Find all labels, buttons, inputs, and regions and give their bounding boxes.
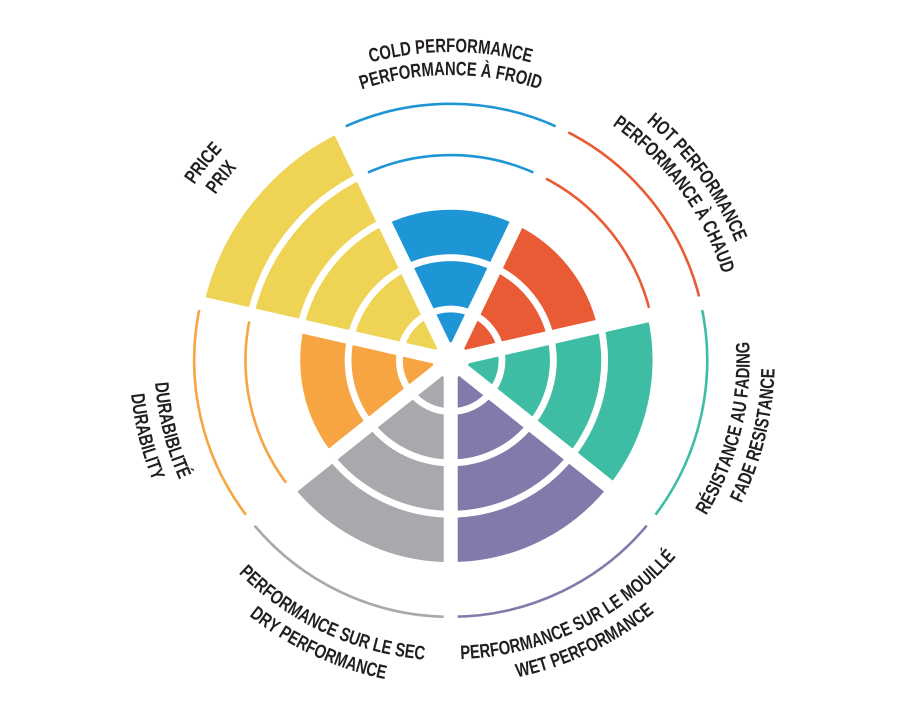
svg-text:O: O bbox=[455, 34, 467, 57]
svg-text:E: E bbox=[756, 368, 779, 379]
svg-text:D: D bbox=[126, 392, 150, 405]
svg-text:E: E bbox=[374, 659, 389, 683]
svg-text:R: R bbox=[503, 62, 519, 86]
svg-text:E: E bbox=[424, 34, 435, 57]
svg-text:I: I bbox=[749, 425, 772, 434]
svg-text:R: R bbox=[409, 59, 423, 83]
svg-text:B: B bbox=[157, 421, 181, 437]
svg-text:O: O bbox=[397, 60, 412, 84]
svg-text:O: O bbox=[377, 40, 393, 64]
svg-text:F: F bbox=[729, 387, 752, 399]
svg-text:F: F bbox=[494, 61, 507, 85]
svg-text:À: À bbox=[480, 59, 494, 83]
svg-text:F: F bbox=[388, 62, 401, 86]
svg-text:C: C bbox=[413, 641, 426, 665]
svg-text:A: A bbox=[155, 411, 179, 426]
svg-text:I: I bbox=[732, 364, 755, 369]
svg-text:P: P bbox=[414, 35, 426, 58]
svg-text:T: T bbox=[752, 407, 776, 420]
svg-text:S: S bbox=[393, 638, 407, 662]
svg-text:N: N bbox=[499, 38, 514, 62]
svg-text:M: M bbox=[421, 58, 435, 81]
svg-text:D: D bbox=[151, 381, 174, 394]
svg-text:I: I bbox=[167, 452, 190, 463]
svg-text:R: R bbox=[153, 401, 177, 416]
svg-text:R: R bbox=[435, 34, 447, 57]
svg-text:P: P bbox=[460, 641, 471, 664]
svg-text:E: E bbox=[466, 58, 477, 81]
svg-text:U: U bbox=[152, 391, 176, 405]
svg-text:W: W bbox=[513, 657, 532, 682]
svg-text:O: O bbox=[497, 635, 512, 659]
svg-text:M: M bbox=[477, 35, 492, 59]
svg-text:U: U bbox=[128, 402, 152, 416]
svg-text:I: I bbox=[524, 68, 534, 91]
svg-text:R: R bbox=[478, 639, 492, 663]
svg-text:F: F bbox=[488, 637, 500, 661]
svg-text:G: G bbox=[731, 341, 754, 353]
svg-text:A: A bbox=[753, 397, 777, 411]
svg-text:D: D bbox=[731, 367, 754, 379]
svg-text:N: N bbox=[445, 57, 456, 80]
svg-text:M: M bbox=[517, 630, 535, 655]
svg-text:I: I bbox=[141, 454, 164, 465]
svg-text:N: N bbox=[754, 387, 778, 400]
svg-text:E: E bbox=[469, 640, 481, 663]
svg-text:N: N bbox=[732, 353, 755, 364]
svg-text:A: A bbox=[434, 57, 446, 80]
svg-text:I: I bbox=[137, 442, 160, 452]
svg-text:I: I bbox=[160, 431, 183, 441]
svg-text:O: O bbox=[513, 65, 530, 90]
svg-text:A: A bbox=[730, 377, 753, 390]
svg-text:C: C bbox=[755, 377, 778, 390]
svg-text:C: C bbox=[455, 57, 467, 80]
svg-text:F: F bbox=[446, 34, 455, 57]
svg-text:S: S bbox=[750, 416, 774, 430]
svg-text:R: R bbox=[466, 34, 479, 57]
svg-text:A: A bbox=[489, 37, 503, 61]
svg-text:U: U bbox=[727, 400, 751, 414]
svg-text:D: D bbox=[399, 37, 413, 61]
svg-text:E: E bbox=[403, 639, 416, 663]
svg-text:C: C bbox=[510, 40, 526, 64]
svg-text:R: R bbox=[130, 412, 154, 427]
svg-text:E: E bbox=[380, 635, 395, 659]
svg-text:A: A bbox=[725, 409, 749, 424]
svg-text:L: L bbox=[389, 38, 402, 62]
